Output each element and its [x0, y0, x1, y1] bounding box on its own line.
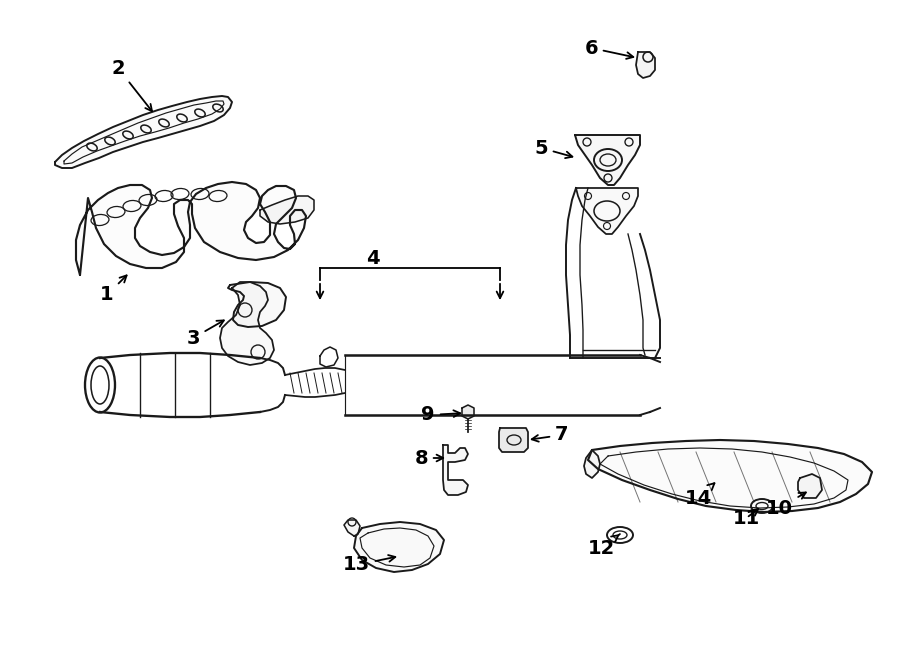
Text: 3: 3	[186, 321, 224, 348]
Text: 12: 12	[588, 534, 620, 557]
Text: 9: 9	[421, 405, 460, 424]
Text: 5: 5	[535, 139, 572, 158]
Polygon shape	[443, 445, 468, 495]
Polygon shape	[576, 188, 638, 234]
Polygon shape	[260, 196, 314, 224]
Text: 2: 2	[112, 59, 152, 111]
Text: 6: 6	[584, 38, 634, 59]
Polygon shape	[354, 522, 444, 572]
Text: 4: 4	[366, 249, 380, 268]
Polygon shape	[462, 405, 474, 419]
Text: 1: 1	[100, 276, 127, 305]
Polygon shape	[228, 282, 286, 327]
Polygon shape	[220, 282, 274, 365]
Text: 14: 14	[684, 483, 715, 508]
Text: 11: 11	[733, 508, 760, 527]
Polygon shape	[55, 96, 232, 168]
Polygon shape	[76, 182, 306, 275]
Text: 7: 7	[532, 426, 569, 444]
Polygon shape	[584, 450, 600, 478]
Text: 8: 8	[414, 449, 443, 467]
Polygon shape	[499, 428, 528, 452]
Polygon shape	[588, 440, 872, 512]
Polygon shape	[575, 135, 640, 185]
Polygon shape	[636, 52, 655, 78]
Polygon shape	[344, 520, 360, 536]
Text: 10: 10	[766, 492, 806, 518]
Text: 13: 13	[343, 555, 395, 574]
Polygon shape	[798, 474, 822, 498]
